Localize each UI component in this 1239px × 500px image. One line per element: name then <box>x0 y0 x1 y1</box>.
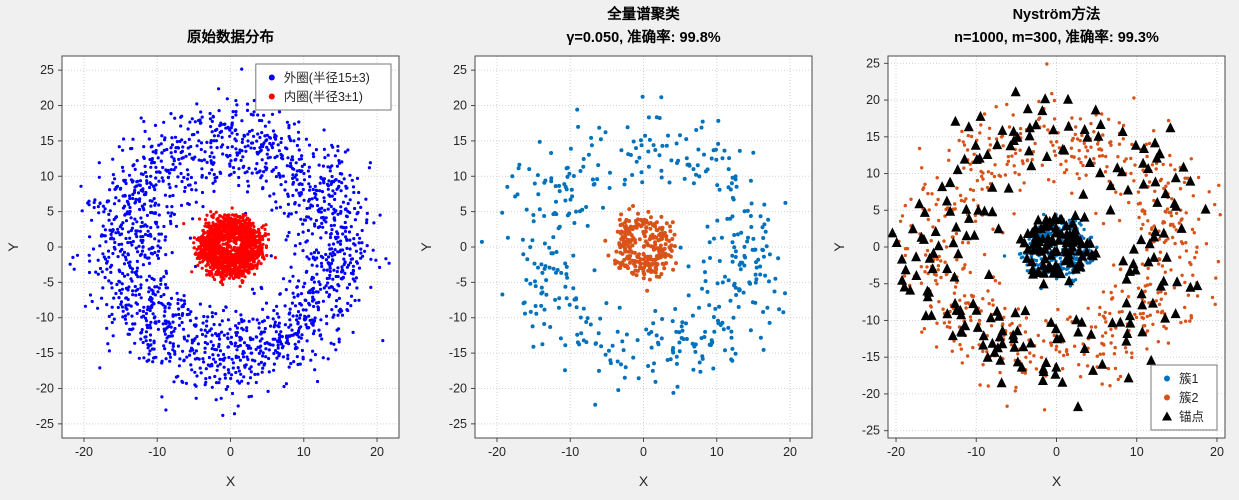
legend: 外圈(半径15±3) 内圈(半径3±1) <box>255 63 392 111</box>
x-tick-label: 0 <box>227 445 234 459</box>
x-tick-label: -10 <box>561 445 579 459</box>
chart-original-distribution: -20 -10 0 10 20 -25 -20 -15 -10 -5 0 5 10 15 20 25 原始数据分… <box>0 0 413 500</box>
y-tick-label: 15 <box>866 130 880 144</box>
y-axis-label: Y <box>831 242 847 252</box>
chart-title-line: γ=0.050, 准确率: 99.8% <box>566 28 720 46</box>
y-tick-label: -10 <box>449 311 467 325</box>
tick-labels: -20 -10 0 10 20 -25 -20 -15 -10 -5 0 5 10 15 20 25 <box>449 63 797 459</box>
y-axis-label: Y <box>5 242 21 252</box>
scatter-series-outer-ring <box>68 67 391 417</box>
legend-marker-dot <box>268 93 275 100</box>
x-tick-label: -10 <box>148 445 166 459</box>
scatter-series-inner-cluster <box>182 206 277 288</box>
y-tick-label: 25 <box>40 63 54 77</box>
x-axis-label: X <box>1052 473 1062 489</box>
x-tick-label: 20 <box>370 445 384 459</box>
y-tick-label: 0 <box>873 240 880 254</box>
y-tick-label: 0 <box>460 240 467 254</box>
tick-labels: -20 -10 0 10 20 -25 -20 -15 -10 -5 0 5 10 15 20 25 <box>862 56 1224 459</box>
subplot-full-spectral-clustering: -20 -10 0 10 20 -25 -20 -15 -10 -5 0 5 10 15 20 25 全量谱聚类… <box>413 0 826 500</box>
tick-marks <box>58 69 378 442</box>
y-tick-label: 10 <box>40 169 54 183</box>
y-tick-label: 10 <box>866 167 880 181</box>
y-tick-label: -5 <box>456 275 467 289</box>
x-tick-label: -20 <box>887 445 905 459</box>
scatter-series-anchors <box>888 86 1211 412</box>
y-tick-label: 25 <box>453 63 467 77</box>
x-tick-label: 20 <box>1210 445 1224 459</box>
x-tick-label: 0 <box>640 445 647 459</box>
tick-marks <box>884 62 1218 442</box>
legend-marker-triangle <box>1162 411 1172 421</box>
legend-entry-label: 簇2 <box>1179 390 1199 405</box>
x-tick-label: 0 <box>1053 445 1060 459</box>
y-tick-label: -20 <box>36 381 54 395</box>
legend-entry-label: 锚点 <box>1179 409 1204 424</box>
x-tick-label: 10 <box>297 445 311 459</box>
y-tick-label: -5 <box>43 275 54 289</box>
x-axis-label: X <box>639 473 649 489</box>
y-tick-label: -15 <box>862 350 880 364</box>
chart-title-line: Nyström方法 <box>1013 5 1101 23</box>
y-tick-label: -20 <box>862 387 880 401</box>
y-tick-label: 5 <box>47 205 54 219</box>
y-tick-label: -15 <box>449 346 467 360</box>
y-tick-label: 10 <box>453 169 467 183</box>
chart-title-line: n=1000, m=300, 准确率: 99.3% <box>954 28 1159 46</box>
y-tick-label: -25 <box>862 424 880 438</box>
chart-title-line: 全量谱聚类 <box>606 5 680 23</box>
tick-labels: -20 -10 0 10 20 -25 -20 -15 -10 -5 0 5 10 15 20 25 <box>36 63 384 459</box>
legend-entry-label: 内圈(半径3±1) <box>284 90 363 104</box>
y-tick-label: 0 <box>47 240 54 254</box>
legend-entry-label: 簇1 <box>1179 371 1199 386</box>
x-tick-label: -20 <box>488 445 506 459</box>
chart-nystrom-method: -20 -10 0 10 20 -25 -20 -15 -10 -5 0 5 10 15 20 25 Nystr… <box>826 0 1239 500</box>
y-tick-label: -25 <box>36 417 54 431</box>
x-tick-label: 10 <box>710 445 724 459</box>
y-tick-label: 15 <box>40 134 54 148</box>
x-tick-label: -20 <box>75 445 93 459</box>
subplot-nystrom-method: -20 -10 0 10 20 -25 -20 -15 -10 -5 0 5 10 15 20 25 Nystr… <box>826 0 1239 500</box>
y-tick-label: 5 <box>460 205 467 219</box>
y-tick-label: -10 <box>862 313 880 327</box>
legend: 簇1 簇2 锚点 <box>1150 364 1218 431</box>
chart-full-spectral-clustering: -20 -10 0 10 20 -25 -20 -15 -10 -5 0 5 10 15 20 25 全量谱聚类… <box>413 0 826 500</box>
legend-marker-dot <box>1164 375 1170 382</box>
x-tick-label: -10 <box>967 445 985 459</box>
legend-marker-dot <box>1164 394 1170 401</box>
legend-marker-dot <box>268 74 275 81</box>
subplot-original-distribution: -20 -10 0 10 20 -25 -20 -15 -10 -5 0 5 10 15 20 25 原始数据分… <box>0 0 413 500</box>
y-tick-label: 20 <box>866 93 880 107</box>
x-axis-label: X <box>226 473 236 489</box>
tick-marks <box>471 69 791 442</box>
y-tick-label: -15 <box>36 346 54 360</box>
y-tick-label: -25 <box>449 417 467 431</box>
y-axis-label: Y <box>418 242 434 252</box>
legend-entry-label: 外圈(半径15±3) <box>284 71 370 85</box>
y-tick-label: -5 <box>869 277 880 291</box>
y-tick-label: -20 <box>449 381 467 395</box>
y-tick-label: 20 <box>40 99 54 113</box>
y-tick-label: 20 <box>453 99 467 113</box>
scatter-series-cluster-inner <box>603 204 678 293</box>
x-tick-label: 20 <box>783 445 797 459</box>
y-tick-label: 25 <box>866 56 880 70</box>
scatter-series-cluster-outer <box>479 94 788 407</box>
y-tick-label: -10 <box>36 311 54 325</box>
x-tick-label: 10 <box>1130 445 1144 459</box>
chart-title-line: 原始数据分布 <box>187 28 274 46</box>
y-tick-label: 15 <box>453 134 467 148</box>
y-tick-label: 5 <box>873 203 880 217</box>
